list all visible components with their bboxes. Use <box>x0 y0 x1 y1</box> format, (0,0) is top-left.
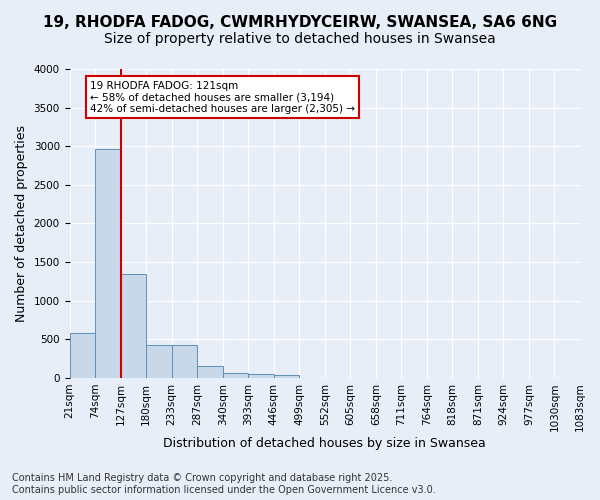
Text: Size of property relative to detached houses in Swansea: Size of property relative to detached ho… <box>104 32 496 46</box>
Bar <box>274 375 299 378</box>
Y-axis label: Number of detached properties: Number of detached properties <box>15 125 28 322</box>
Bar <box>121 274 146 378</box>
Bar <box>223 372 248 378</box>
Text: 19, RHODFA FADOG, CWMRHYDYCEIRW, SWANSEA, SA6 6NG: 19, RHODFA FADOG, CWMRHYDYCEIRW, SWANSEA… <box>43 15 557 30</box>
Text: 19 RHODFA FADOG: 121sqm
← 58% of detached houses are smaller (3,194)
42% of semi: 19 RHODFA FADOG: 121sqm ← 58% of detache… <box>90 80 355 114</box>
X-axis label: Distribution of detached houses by size in Swansea: Distribution of detached houses by size … <box>163 437 486 450</box>
Bar <box>146 344 172 378</box>
Bar <box>70 333 95 378</box>
Bar <box>248 374 274 378</box>
Bar <box>197 366 223 378</box>
Text: Contains HM Land Registry data © Crown copyright and database right 2025.
Contai: Contains HM Land Registry data © Crown c… <box>12 474 436 495</box>
Bar <box>172 344 197 378</box>
Bar <box>95 148 121 378</box>
